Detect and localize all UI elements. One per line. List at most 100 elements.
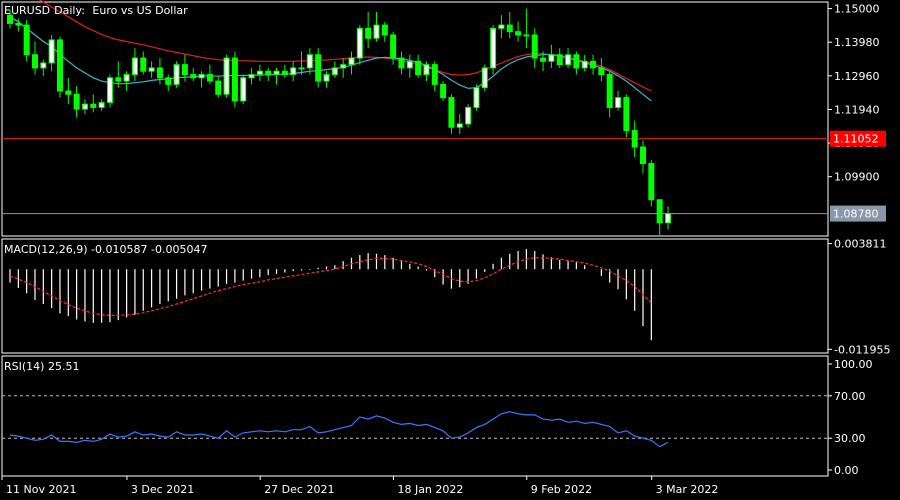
- price-tick-label: 1.12960: [834, 70, 880, 83]
- rsi-tick-label: 70.00: [834, 390, 866, 403]
- candle: [390, 34, 397, 59]
- candle: [248, 74, 255, 79]
- candle: [165, 77, 172, 85]
- candle: [590, 60, 597, 69]
- candle: [481, 67, 488, 89]
- current-price-label-box: [830, 205, 886, 222]
- candle: [381, 24, 388, 36]
- price-tick-label: 1.11940: [834, 103, 880, 116]
- candle: [531, 34, 538, 59]
- candle: [323, 74, 330, 82]
- candle: [348, 57, 355, 66]
- candle: [498, 24, 505, 29]
- candle: [231, 57, 238, 102]
- pane-border-1: [1, 1, 829, 237]
- candle: [640, 146, 647, 164]
- candle: [40, 62, 47, 69]
- candle: [540, 57, 547, 62]
- time-tick-label: 27 Dec 2021: [264, 483, 334, 496]
- time-tick-label: 3 Dec 2021: [131, 483, 194, 496]
- time-tick-label: 11 Nov 2021: [6, 483, 76, 496]
- rsi-tick-label: 30.00: [834, 432, 866, 445]
- candle: [15, 22, 22, 26]
- candle: [356, 27, 363, 59]
- candle: [298, 67, 305, 70]
- ma-fast-line: [9, 16, 652, 102]
- candle: [190, 74, 197, 79]
- candle: [23, 24, 30, 56]
- macd-signal-line: [9, 257, 652, 316]
- candle: [331, 67, 338, 76]
- description-label: Euro vs US Dollar: [92, 4, 188, 17]
- candle: [156, 67, 163, 79]
- candle: [181, 64, 188, 76]
- price-tick-label: 1.09900: [834, 171, 880, 184]
- candle: [415, 60, 422, 76]
- candle: [623, 97, 630, 132]
- current-price-label: 1.08780: [833, 208, 879, 221]
- rsi-tick-label: 100.00: [834, 358, 873, 371]
- candle: [48, 39, 55, 64]
- candle: [340, 64, 347, 69]
- candle: [656, 199, 663, 224]
- red-line-price-label: 1.11052: [833, 133, 879, 146]
- candle: [506, 24, 513, 33]
- candle: [115, 77, 122, 82]
- candle: [90, 103, 97, 108]
- rsi-line: [9, 411, 669, 448]
- red-line-price-label-box: [830, 130, 886, 147]
- candle: [473, 87, 480, 108]
- candle: [281, 70, 288, 76]
- candle: [431, 64, 438, 85]
- candle: [256, 70, 263, 76]
- candle: [273, 70, 280, 76]
- candle: [215, 80, 222, 95]
- candle: [440, 83, 447, 99]
- candle: [65, 90, 72, 95]
- candle: [240, 77, 247, 102]
- candle: [423, 64, 430, 76]
- candle: [556, 54, 563, 66]
- candle: [290, 67, 297, 76]
- rsi-tick-label: 0.00: [834, 464, 859, 477]
- candle: [448, 97, 455, 128]
- candle: [548, 54, 555, 62]
- candle: [456, 123, 463, 128]
- candle: [573, 54, 580, 69]
- time-tick-label: 9 Feb 2022: [531, 483, 592, 496]
- candle: [490, 27, 497, 69]
- candle: [223, 57, 230, 95]
- time-tick-label: 3 Mar 2022: [656, 483, 719, 496]
- candle: [565, 54, 572, 66]
- candle: [465, 106, 472, 125]
- candle: [648, 162, 655, 201]
- pane-border-3: [1, 355, 829, 477]
- price-tick-label: 1.15000: [834, 3, 880, 16]
- candle: [598, 67, 605, 76]
- time-tick-label: 18 Jan 2022: [397, 483, 463, 496]
- pane-border-2: [1, 238, 829, 354]
- candle: [615, 97, 622, 108]
- ma-slow-line: [38, 0, 652, 92]
- candle: [265, 70, 272, 76]
- candle: [631, 130, 638, 148]
- candle: [106, 77, 113, 104]
- candle: [131, 57, 138, 76]
- candle: [140, 57, 147, 72]
- candle: [665, 213, 671, 224]
- candle: [398, 57, 405, 69]
- candle: [198, 74, 205, 79]
- candle: [31, 54, 38, 69]
- candle: [123, 74, 130, 82]
- rsi-label: RSI(14) 25.51: [4, 360, 80, 373]
- candle: [98, 102, 105, 108]
- candle: [373, 24, 380, 39]
- candle: [606, 74, 613, 108]
- macd-tick-label: -0.011955: [834, 343, 890, 356]
- candle: [523, 34, 530, 37]
- chart-header: EURUSD Daily: Euro vs US Dollar: [4, 4, 192, 17]
- candle: [7, 14, 13, 24]
- candle: [306, 54, 313, 69]
